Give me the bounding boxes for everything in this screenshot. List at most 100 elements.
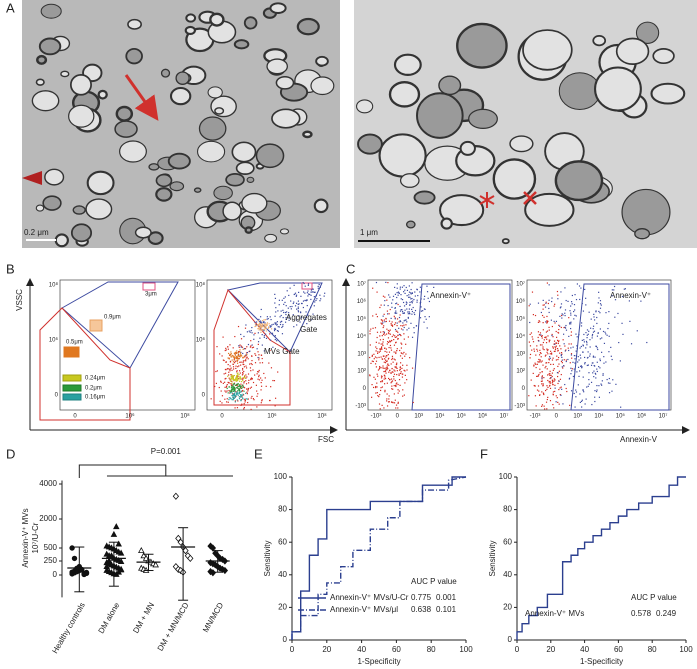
event-dot	[402, 325, 404, 327]
event-dot	[584, 361, 586, 364]
event-dot	[541, 380, 543, 382]
event-dot	[555, 336, 558, 338]
vesicle	[275, 75, 295, 90]
event-dot	[401, 298, 404, 301]
event-dot	[577, 355, 579, 358]
event-dot	[571, 370, 573, 372]
x-tick-label: DM + MN	[131, 601, 156, 635]
vesicle	[54, 233, 69, 248]
x-tick-label: 100	[459, 645, 473, 654]
event-dot	[600, 383, 602, 385]
event-dot	[574, 362, 576, 364]
event-dot	[539, 344, 542, 346]
event-dot	[426, 285, 428, 287]
event-dot	[237, 353, 239, 355]
event-dot	[372, 287, 374, 289]
significance-bracket	[78, 464, 167, 478]
vesicle	[193, 187, 202, 193]
event-dot	[396, 336, 398, 338]
event-dot	[394, 384, 397, 387]
event-dot	[246, 376, 248, 378]
event-dot	[589, 339, 591, 341]
event-dot	[227, 367, 229, 370]
event-dot	[393, 373, 396, 375]
y-tick-label: 80	[278, 505, 287, 514]
event-dot	[237, 372, 239, 374]
event-dot	[253, 338, 255, 340]
event-dot	[557, 356, 560, 359]
event-dot	[390, 323, 392, 325]
event-dot	[399, 349, 401, 352]
event-dot	[293, 301, 295, 303]
event-dot	[234, 396, 236, 398]
event-dot	[599, 307, 602, 309]
event-dot	[226, 387, 228, 390]
event-dot	[570, 373, 572, 375]
event-dot	[251, 347, 253, 349]
legend-header: AUC P value	[411, 577, 457, 586]
event-dot	[617, 312, 619, 315]
vesicle	[243, 16, 258, 30]
event-dot	[376, 347, 378, 350]
event-dot	[240, 404, 242, 406]
event-dot	[258, 371, 260, 373]
event-dot	[228, 382, 230, 384]
event-dot	[589, 346, 591, 348]
event-dot	[243, 370, 245, 373]
event-dot	[387, 281, 389, 284]
event-dot	[242, 398, 244, 400]
event-dot	[564, 350, 566, 352]
event-dot	[573, 303, 576, 306]
event-dot	[546, 351, 548, 353]
event-dot	[228, 374, 230, 376]
event-dot	[549, 374, 551, 376]
event-dot	[614, 316, 616, 318]
event-dot	[236, 407, 239, 409]
event-dot	[309, 293, 311, 296]
event-dot	[561, 388, 563, 390]
event-dot	[548, 299, 550, 301]
vesicle	[115, 105, 134, 122]
event-dot	[225, 347, 227, 349]
event-dot	[594, 396, 596, 398]
event-dot	[261, 324, 263, 326]
event-dot	[542, 329, 544, 331]
event-dot	[575, 396, 577, 398]
event-dot	[274, 405, 276, 407]
event-dot	[257, 341, 260, 343]
event-dot	[575, 391, 578, 393]
event-dot	[390, 372, 392, 374]
event-dot	[382, 331, 384, 333]
event-dot	[274, 335, 276, 337]
event-dot	[601, 380, 603, 382]
event-dot	[565, 299, 567, 302]
scale-label: 0.2 μm	[24, 228, 49, 237]
event-dot	[392, 402, 394, 404]
event-dot	[256, 395, 258, 397]
vesicle	[439, 194, 485, 227]
event-dot	[541, 337, 543, 339]
event-dot	[554, 384, 556, 386]
event-dot	[646, 341, 648, 344]
data-point	[71, 555, 78, 562]
event-dot	[557, 401, 559, 403]
event-dot	[240, 351, 242, 353]
event-dot	[243, 356, 245, 358]
event-dot	[380, 304, 382, 306]
event-dot	[219, 353, 221, 355]
event-dot	[386, 365, 388, 367]
event-dot	[546, 322, 548, 324]
event-dot	[575, 298, 578, 301]
event-dot	[529, 357, 531, 359]
event-dot	[247, 388, 249, 390]
event-dot	[261, 334, 263, 336]
event-dot	[285, 318, 287, 320]
event-dot	[378, 403, 381, 405]
event-dot	[598, 396, 601, 398]
vesicle	[72, 205, 86, 215]
event-dot	[286, 290, 288, 292]
event-dot	[587, 364, 589, 366]
y-tick-label: 10⁵	[357, 315, 367, 322]
vesicle	[255, 143, 285, 169]
event-dot	[414, 313, 416, 316]
